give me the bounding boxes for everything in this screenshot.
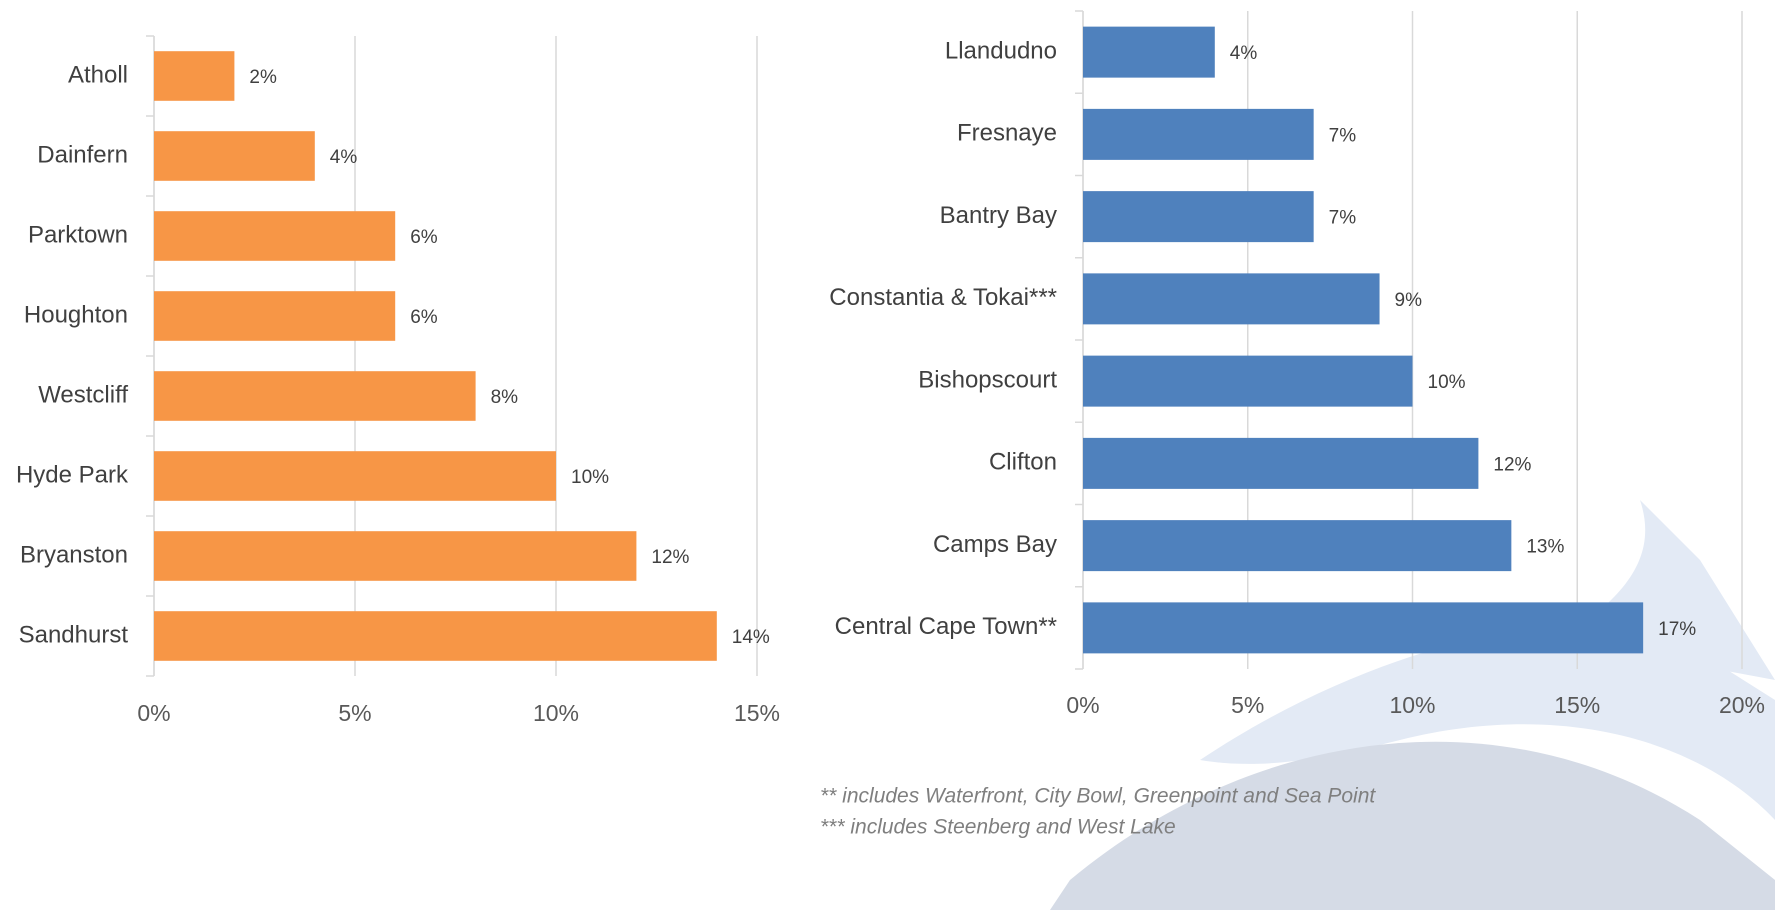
data-label: 9% xyxy=(1395,290,1423,311)
y-tick-label: Parktown xyxy=(28,221,128,248)
data-label: 6% xyxy=(410,227,438,248)
bar xyxy=(154,611,717,661)
footnote: *** includes Steenberg and West Lake xyxy=(820,816,1176,839)
data-label: 10% xyxy=(571,467,609,488)
bar xyxy=(1083,109,1314,160)
x-tick-label: 5% xyxy=(338,700,371,726)
y-tick-label: Sandhurst xyxy=(19,621,129,648)
page: 0% 5% 10% 15% Atholl 2% Dainfern 4% Parktown 6% Ho… xyxy=(0,0,1775,910)
data-label: 7% xyxy=(1329,125,1357,146)
bar xyxy=(154,51,234,101)
x-tick-label: 10% xyxy=(533,700,579,726)
x-tick-label: 0% xyxy=(137,700,170,726)
data-label: 8% xyxy=(491,387,519,408)
y-tick-label: Atholl xyxy=(68,61,128,88)
data-label: 2% xyxy=(249,67,277,88)
data-label: 10% xyxy=(1428,372,1466,393)
bar xyxy=(1083,356,1413,407)
footnote: ** includes Waterfront, City Bowl, Green… xyxy=(820,785,1376,808)
x-tick-label: 0% xyxy=(1066,692,1099,718)
y-tick-label: Llandudno xyxy=(945,37,1057,64)
y-tick-label: Bishopscourt xyxy=(918,366,1057,393)
bar xyxy=(1083,273,1380,324)
x-tick-label: 10% xyxy=(1389,692,1435,718)
data-label: 6% xyxy=(410,307,438,328)
y-tick-label: Camps Bay xyxy=(933,531,1057,558)
bar xyxy=(1083,438,1478,489)
data-label: 4% xyxy=(1230,43,1258,64)
y-tick-label: Bryanston xyxy=(20,541,128,568)
y-tick-label: Constantia & Tokai*** xyxy=(829,284,1057,311)
y-tick-label: Houghton xyxy=(24,301,128,328)
data-label: 12% xyxy=(651,547,689,568)
bar xyxy=(1083,27,1215,78)
y-tick-label: Clifton xyxy=(989,449,1057,476)
bar xyxy=(154,291,395,341)
bar xyxy=(154,131,315,181)
bar xyxy=(154,451,556,501)
bar xyxy=(154,371,476,421)
y-tick-label: Dainfern xyxy=(37,141,128,168)
bar xyxy=(1083,602,1643,653)
x-tick-label: 15% xyxy=(1554,692,1600,718)
bar xyxy=(1083,520,1511,571)
data-label: 4% xyxy=(330,147,358,168)
data-label: 13% xyxy=(1526,537,1564,558)
bar xyxy=(154,531,636,581)
y-tick-label: Central Cape Town** xyxy=(835,613,1057,640)
y-tick-label: Fresnaye xyxy=(957,120,1057,147)
y-tick-label: Westcliff xyxy=(38,381,128,408)
bar xyxy=(154,211,395,261)
data-label: 12% xyxy=(1493,454,1531,475)
y-tick-label: Bantry Bay xyxy=(940,202,1057,229)
x-tick-label: 5% xyxy=(1231,692,1264,718)
data-label: 17% xyxy=(1658,619,1696,640)
data-label: 14% xyxy=(732,627,770,648)
y-tick-label: Hyde Park xyxy=(16,461,129,488)
bar xyxy=(1083,191,1314,242)
x-tick-label: 20% xyxy=(1719,692,1765,718)
x-tick-label: 15% xyxy=(734,700,780,726)
data-label: 7% xyxy=(1329,208,1357,229)
